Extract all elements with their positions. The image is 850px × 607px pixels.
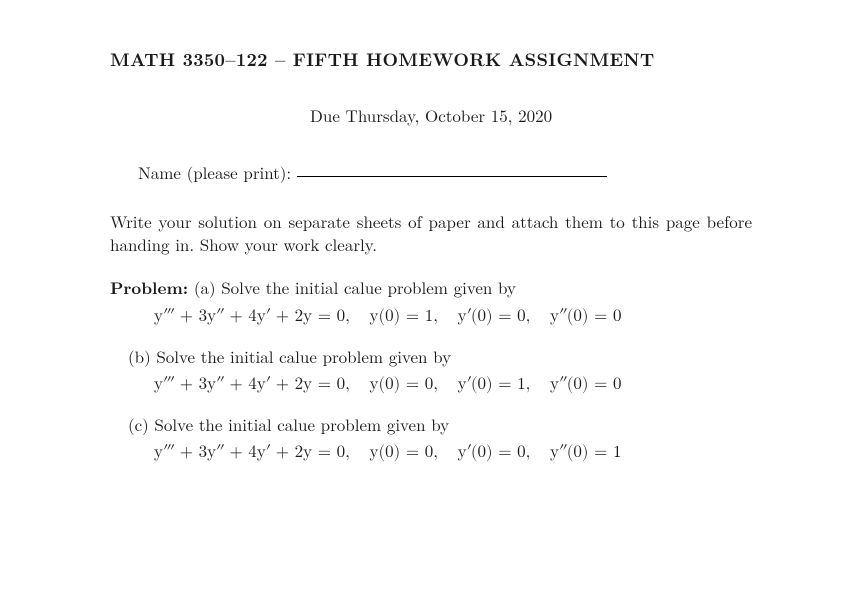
name-input-line[interactable] xyxy=(297,176,607,177)
problem-part-c: (c) Solve the initial calue problem give… xyxy=(128,413,752,436)
page-title: MATH 3350–122 – FIFTH HOMEWORK ASSIGNMEN… xyxy=(110,48,752,72)
instructions: Write your solution on separate sheets o… xyxy=(110,210,752,256)
equation-b: y‴ + 3y″ + 4y′ + 2y = 0, y(0) = 0, y′(0)… xyxy=(154,374,752,397)
problem-label: Problem: xyxy=(110,276,188,300)
equation-a: y‴ + 3y″ + 4y′ + 2y = 0, y(0) = 1, y′(0)… xyxy=(154,306,752,329)
due-date: Due Thursday, October 15, 2020 xyxy=(110,104,752,127)
name-row: Name (please print): xyxy=(110,161,752,184)
homework-page: MATH 3350–122 – FIFTH HOMEWORK ASSIGNMEN… xyxy=(0,0,850,607)
name-label: Name (please print): xyxy=(138,160,291,184)
problem-part-a: Problem: (a) Solve the initial calue pro… xyxy=(110,276,752,300)
equation-c: y‴ + 3y″ + 4y′ + 2y = 0, y(0) = 0, y′(0)… xyxy=(154,442,752,465)
part-a-text: (a) Solve the initial calue problem give… xyxy=(194,275,516,299)
problem-part-b: (b) Solve the initial calue problem give… xyxy=(128,345,752,368)
